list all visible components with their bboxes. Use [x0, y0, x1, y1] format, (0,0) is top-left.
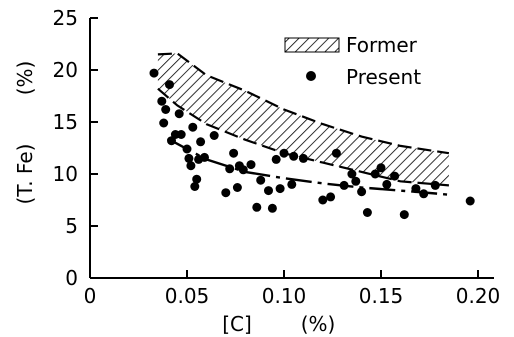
- legend-former-label: Former: [346, 33, 418, 57]
- present-point-35: [298, 153, 308, 163]
- x-axis-unit: (%): [301, 312, 336, 336]
- y-tick-label-10: 10: [53, 162, 78, 186]
- x-tick-label-015: 0.15: [359, 284, 404, 308]
- present-point-25: [246, 160, 256, 170]
- present-point-9: [182, 144, 192, 154]
- present-point-40: [347, 169, 357, 179]
- present-point-7: [174, 109, 184, 119]
- present-point-49: [411, 184, 421, 194]
- present-point-27: [256, 175, 266, 185]
- present-point-42: [357, 187, 367, 197]
- y-axis-unit: (%): [13, 61, 37, 96]
- present-point-34: [289, 151, 299, 161]
- present-point-22: [232, 183, 242, 192]
- present-point-28: [264, 186, 273, 196]
- tick-marks: [89, 17, 479, 279]
- present-point-32: [279, 148, 289, 158]
- present-point-46: [382, 179, 392, 189]
- legend-present-marker: [306, 71, 316, 81]
- present-point-51: [430, 180, 440, 190]
- present-point-21: [229, 148, 239, 158]
- x-tick-label-0: 0: [84, 284, 97, 308]
- present-point-1: [157, 96, 167, 106]
- present-point-47: [390, 171, 400, 181]
- present-point-18: [209, 131, 219, 140]
- present-point-4: [165, 80, 174, 90]
- y-tick-label-25: 25: [53, 6, 78, 30]
- x-tick-label-010: 0.10: [262, 284, 307, 308]
- present-point-26: [252, 202, 262, 212]
- present-point-0: [149, 68, 159, 78]
- present-point-33: [287, 179, 297, 189]
- present-point-31: [275, 184, 285, 194]
- present-point-48: [399, 210, 409, 220]
- present-point-38: [331, 148, 341, 158]
- y-tick-label-15: 15: [53, 110, 78, 134]
- legend: Former Present: [284, 33, 421, 89]
- present-point-45: [376, 163, 386, 173]
- present-point-30: [271, 154, 281, 164]
- present-points-layer: [149, 68, 475, 220]
- present-point-13: [190, 182, 200, 191]
- present-point-41: [351, 176, 361, 186]
- present-point-20: [225, 164, 235, 174]
- present-point-12: [188, 122, 198, 132]
- present-point-17: [200, 152, 209, 162]
- present-point-8: [176, 130, 186, 139]
- present-point-24: [238, 165, 248, 175]
- present-point-2: [159, 118, 169, 128]
- present-point-16: [196, 137, 206, 147]
- present-point-11: [186, 161, 196, 171]
- present-point-19: [221, 188, 231, 198]
- present-point-50: [419, 189, 429, 199]
- former-band-upper-edge: [157, 52, 450, 155]
- present-point-52: [465, 196, 475, 206]
- present-point-29: [267, 203, 277, 213]
- x-axis-title: [C]: [222, 312, 252, 336]
- x-tick-label-020: 0.20: [456, 284, 501, 308]
- former-band-fill: [157, 53, 449, 186]
- y-tick-label-5: 5: [65, 214, 78, 238]
- present-point-3: [161, 105, 171, 114]
- present-point-39: [339, 180, 349, 190]
- y-axis-title: (T. Fe): [13, 144, 37, 205]
- present-point-44: [370, 169, 380, 179]
- legend-former-swatch: [284, 37, 340, 53]
- present-point-14: [192, 174, 202, 184]
- x-tick-label-005: 0.05: [165, 284, 210, 308]
- present-point-43: [362, 208, 372, 217]
- present-point-10: [184, 153, 194, 163]
- present-point-37: [326, 192, 336, 202]
- y-tick-label-0: 0: [65, 266, 78, 290]
- present-point-36: [318, 195, 328, 205]
- y-tick-label-20: 20: [53, 58, 78, 82]
- legend-present-label: Present: [346, 65, 421, 89]
